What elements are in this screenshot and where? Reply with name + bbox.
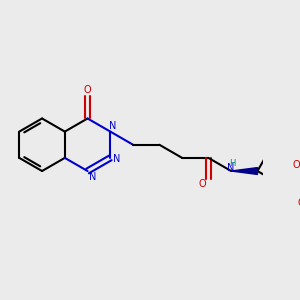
Text: N: N: [227, 163, 234, 173]
Polygon shape: [231, 168, 257, 174]
Text: N: N: [113, 154, 121, 164]
Text: N: N: [109, 121, 116, 131]
Text: O: O: [298, 198, 300, 208]
Text: O: O: [292, 160, 300, 170]
Text: N: N: [88, 172, 96, 182]
Text: H: H: [229, 159, 236, 168]
Text: O: O: [198, 178, 206, 189]
Text: O: O: [84, 85, 92, 94]
